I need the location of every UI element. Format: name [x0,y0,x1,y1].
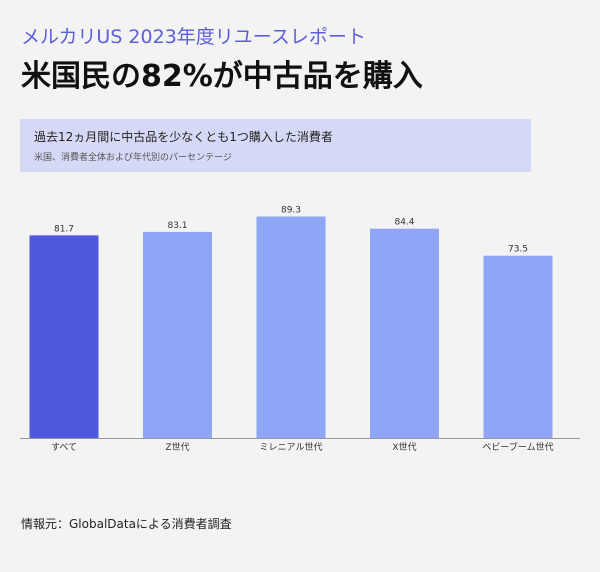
page-headline: 米国民の82%が中古品を購入 [21,59,423,94]
bar-value-label-3: 84.4 [394,218,414,228]
bar-2 [256,216,326,438]
category-label-0: すべて [51,442,77,453]
report-supertitle: メルカリUS 2023年度リユースレポート [21,26,366,48]
bar-value-label-2: 89.3 [281,206,301,216]
bar-3 [370,228,439,438]
bar-1 [143,231,212,438]
chart-header-box: 過去12ヵ月間に中古品を少なくとも1つ購入した消費者 米国、消費者全体および年代… [20,119,531,172]
chart-subtitle: 米国、消費者全体および年代別のパーセンテージ [34,153,232,163]
source-note: 情報元：GlobalDataによる消費者調査 [21,517,232,531]
bar-4 [483,255,553,438]
category-label-3: X世代 [392,441,416,453]
bar-chart: 81.7 すべて 83.1 Z世代 89.3 ミレニアル世代 84.4 X世代 73.5 ベビーブ… [20,206,580,453]
bar-value-label-1: 83.1 [167,221,187,231]
bar-value-label-4: 73.5 [508,245,528,255]
category-label-4: ベビーブーム世代 [482,441,553,453]
category-label-1: Z世代 [165,441,189,453]
chart-title: 過去12ヵ月間に中古品を少なくとも1つ購入した消費者 [34,130,333,144]
category-label-2: ミレニアル世代 [260,441,323,453]
bar-0 [29,235,99,438]
bar-value-label-0: 81.7 [54,224,74,234]
